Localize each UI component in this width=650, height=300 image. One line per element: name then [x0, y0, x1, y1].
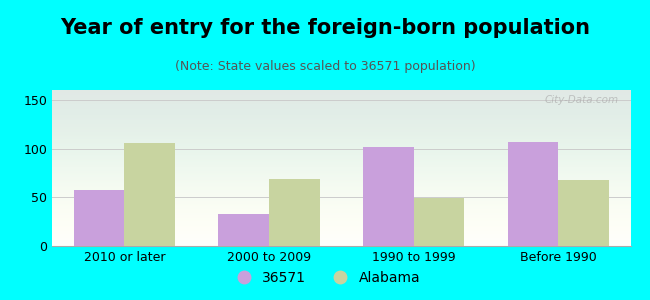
Text: Year of entry for the foreign-born population: Year of entry for the foreign-born popul… — [60, 18, 590, 38]
Bar — [269, 179, 320, 246]
Legend: 36571, Alabama: 36571, Alabama — [224, 265, 426, 290]
Bar — [558, 180, 609, 246]
Bar — [413, 198, 464, 246]
Bar — [124, 142, 175, 246]
Bar — [73, 190, 124, 246]
Bar — [218, 214, 269, 246]
Text: City-Data.com: City-Data.com — [545, 95, 619, 105]
Bar — [508, 142, 558, 246]
Bar — [363, 147, 413, 246]
Text: (Note: State values scaled to 36571 population): (Note: State values scaled to 36571 popu… — [175, 60, 475, 73]
